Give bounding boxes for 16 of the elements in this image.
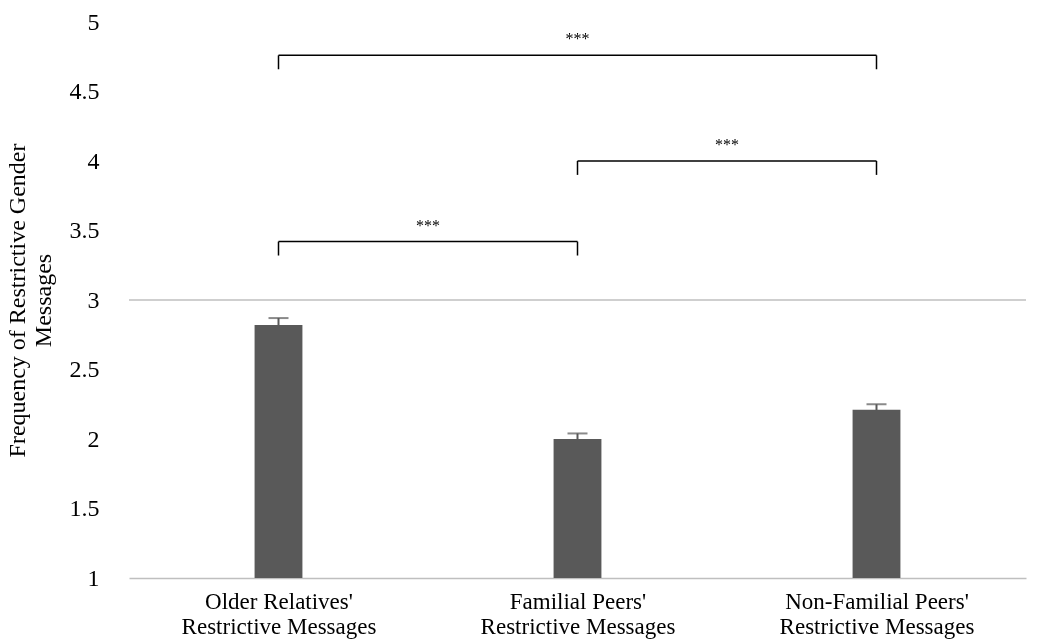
y-tick-label: 5 xyxy=(87,8,100,35)
x-tick-label: Non-Familial Peers' Restrictive Messages xyxy=(779,588,975,639)
y-axis-title: Frequency of Restrictive Gender Messages xyxy=(3,143,56,458)
y-tick-label: 4 xyxy=(87,147,100,174)
x-tick-label: Older Relatives' Restrictive Messages xyxy=(181,588,377,639)
y-tick-label: 3.5 xyxy=(69,217,100,243)
y-tick-label: 3 xyxy=(87,286,100,313)
y-tick-label: 2.5 xyxy=(69,356,100,382)
annotation: *** xyxy=(715,136,739,153)
x-tick-label: Familial Peers' Restrictive Messages xyxy=(480,588,676,639)
annotation: *** xyxy=(565,30,590,48)
y-tick-label: 1 xyxy=(87,564,100,591)
y-tick-label: 1.5 xyxy=(69,495,100,521)
annotation: *** xyxy=(416,216,440,234)
y-tick-label: 4.5 xyxy=(69,78,100,104)
y-tick-label: 2 xyxy=(87,425,100,452)
